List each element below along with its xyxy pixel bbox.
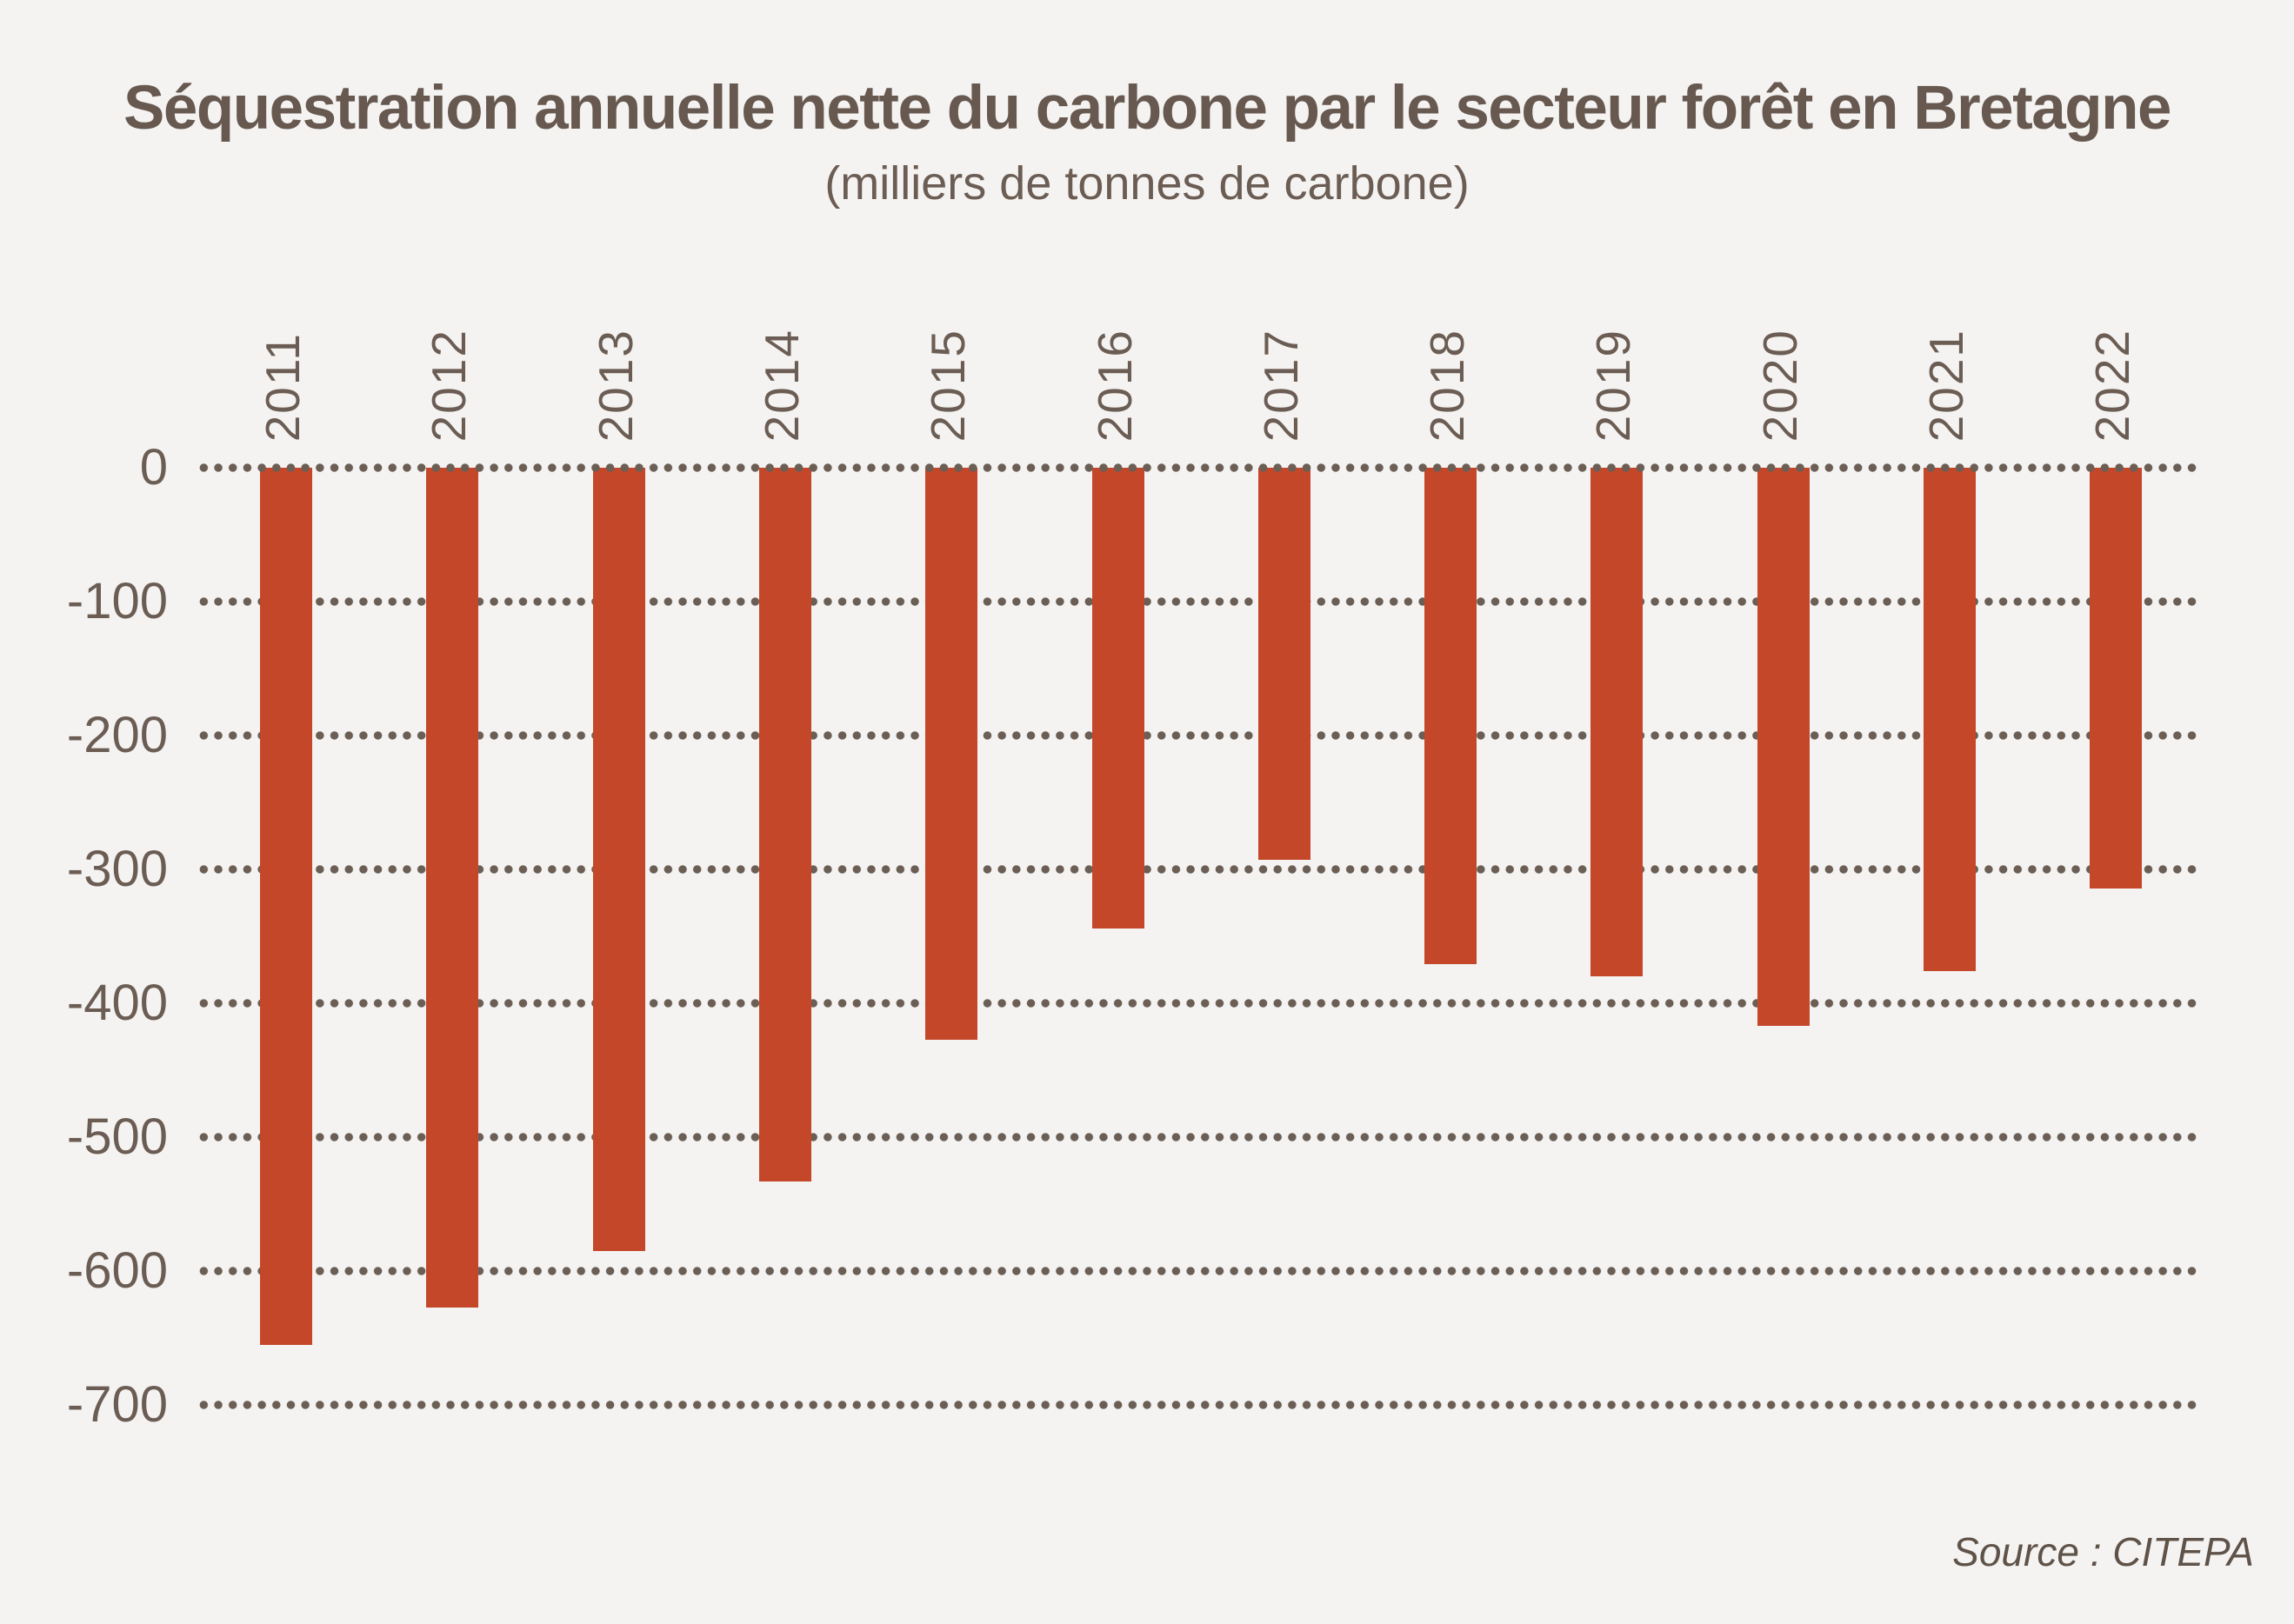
year-label-2019: 2019 [1586, 328, 1641, 442]
gridline-y--700 [197, 1401, 2200, 1409]
year-label-2021: 2021 [1919, 328, 1973, 442]
chart-subtitle: (milliers de tonnes de carbone) [824, 157, 1470, 210]
y-tick-label--700: -700 [66, 1376, 168, 1433]
bar-2017 [1257, 468, 1310, 861]
year-label-2011: 2011 [256, 331, 310, 442]
gridline-y--400 [197, 999, 2200, 1008]
gridline-y--300 [197, 865, 2200, 874]
gridline-y--100 [197, 597, 2200, 606]
gridline-y--200 [197, 731, 2200, 740]
bar-2020 [1757, 468, 1810, 1027]
chart-title: Séquestration annuelle nette du carbone … [123, 74, 2171, 143]
bar-2011 [260, 468, 312, 1345]
gridline-y--500 [197, 1133, 2200, 1141]
gridline-y--600 [197, 1267, 2200, 1275]
y-tick-label--600: -600 [66, 1242, 168, 1299]
year-label-2017: 2017 [1253, 328, 1308, 442]
year-label-2016: 2016 [1087, 328, 1142, 442]
bar-2016 [1091, 468, 1144, 928]
y-tick-label--100: -100 [66, 573, 168, 629]
y-tick-label--500: -500 [66, 1108, 168, 1165]
bar-2014 [758, 468, 811, 1181]
year-label-2018: 2018 [1420, 328, 1475, 442]
y-tick-label-0: 0 [139, 439, 168, 496]
year-label-2012: 2012 [422, 328, 477, 442]
y-tick-label--300: -300 [66, 841, 168, 897]
bar-2021 [1924, 468, 1976, 972]
gridline-y-0 [197, 463, 2200, 472]
year-label-2013: 2013 [588, 328, 643, 442]
bar-2015 [925, 468, 978, 1040]
year-label-2015: 2015 [921, 328, 976, 442]
bar-2013 [592, 468, 645, 1251]
source-credit: Source : CITEPA [1952, 1529, 2254, 1574]
bar-2012 [426, 468, 479, 1308]
y-tick-label--400: -400 [66, 975, 168, 1031]
year-label-2022: 2022 [2085, 328, 2140, 442]
year-label-2020: 2020 [1752, 328, 1807, 442]
bar-2022 [2090, 468, 2143, 889]
year-label-2014: 2014 [754, 328, 809, 442]
bar-2018 [1424, 468, 1477, 965]
y-tick-label--200: -200 [66, 707, 168, 763]
bar-2019 [1590, 468, 1644, 977]
